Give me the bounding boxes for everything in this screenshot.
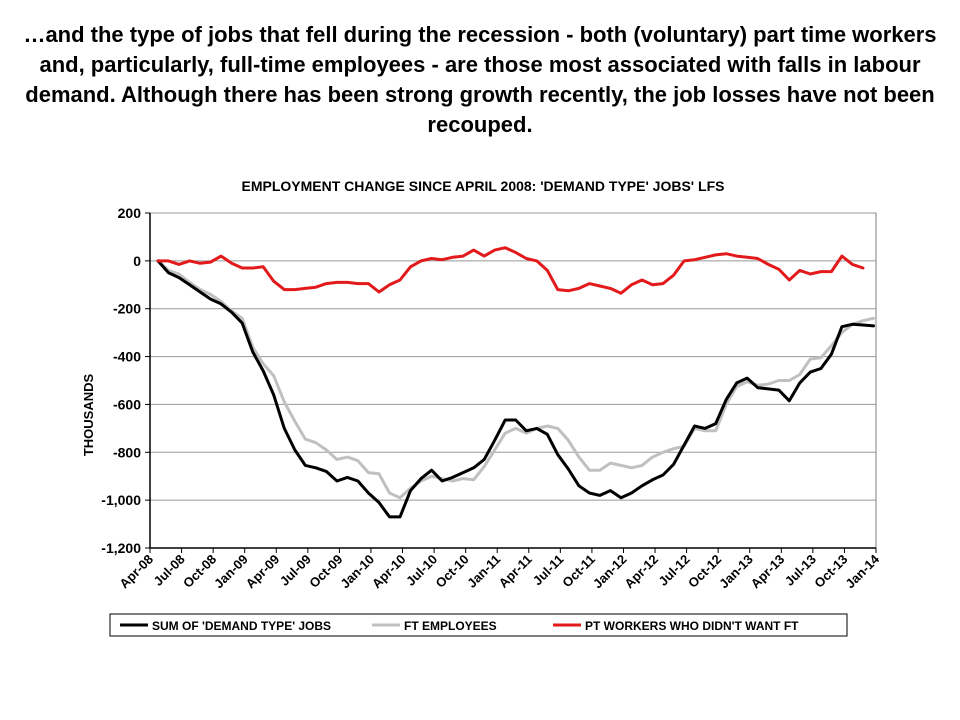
x-tick-label: Jan-12 [590, 552, 630, 592]
x-tick-label: Jan-10 [337, 552, 377, 592]
legend-item-pt-label: PT WORKERS WHO DIDN'T WANT FT [585, 619, 799, 633]
legend-box [109, 613, 848, 637]
x-tick-label: Jul-11 [530, 552, 567, 589]
y-tick-label: -1,000 [101, 492, 141, 508]
series-line-0 [156, 259, 875, 519]
y-tick-label: -800 [113, 444, 141, 460]
x-tick-label: Oct-10 [433, 552, 472, 591]
x-tick-label: Oct-12 [685, 552, 724, 591]
y-tick-label: 200 [118, 205, 142, 221]
x-tick-label: Oct-13 [811, 552, 850, 591]
x-tick-label: Jan-11 [464, 552, 503, 591]
x-tick-label: Jan-13 [716, 552, 756, 592]
legend-item-ft-label: FT EMPLOYEES [404, 619, 497, 633]
x-tick-label: Oct-09 [306, 552, 345, 591]
y-axis-label: THOUSANDS [81, 374, 96, 457]
x-tick-label: Apr-10 [369, 552, 409, 592]
series-line-2 [156, 246, 865, 295]
x-tick-label: Apr-09 [243, 552, 283, 592]
y-tick-label: 0 [133, 253, 141, 269]
x-tick-label: Apr-08 [116, 552, 156, 592]
y-tick-label: -1,200 [101, 540, 141, 556]
x-tick-label: Jan-09 [211, 552, 251, 592]
y-tick-label: -400 [113, 349, 141, 365]
legend-item-sum-label: SUM OF 'DEMAND TYPE' JOBS [152, 619, 331, 633]
legend: SUM OF 'DEMAND TYPE' JOBS FT EMPLOYEES PT … [109, 613, 848, 637]
x-tick-label: Apr-12 [621, 552, 661, 592]
y-tick-label: -200 [113, 301, 141, 317]
chart-title: EMPLOYMENT CHANGE SINCE APRIL 2008: 'DEM… [242, 178, 725, 194]
plot-area [149, 212, 877, 549]
y-axis-tick-labels: 200 0 -200 -400 -600 -800 -1,000 -1,200 [101, 205, 150, 556]
x-tick-label: Apr-11 [496, 552, 535, 591]
x-tick-label: Apr-13 [748, 552, 788, 592]
x-tick-label: Jan-14 [842, 551, 882, 591]
series-lines [156, 246, 875, 519]
headline: …and the type of jobs that fell during t… [23, 22, 937, 137]
y-tick-label: -600 [113, 396, 141, 412]
x-tick-label: Oct-08 [180, 552, 219, 591]
